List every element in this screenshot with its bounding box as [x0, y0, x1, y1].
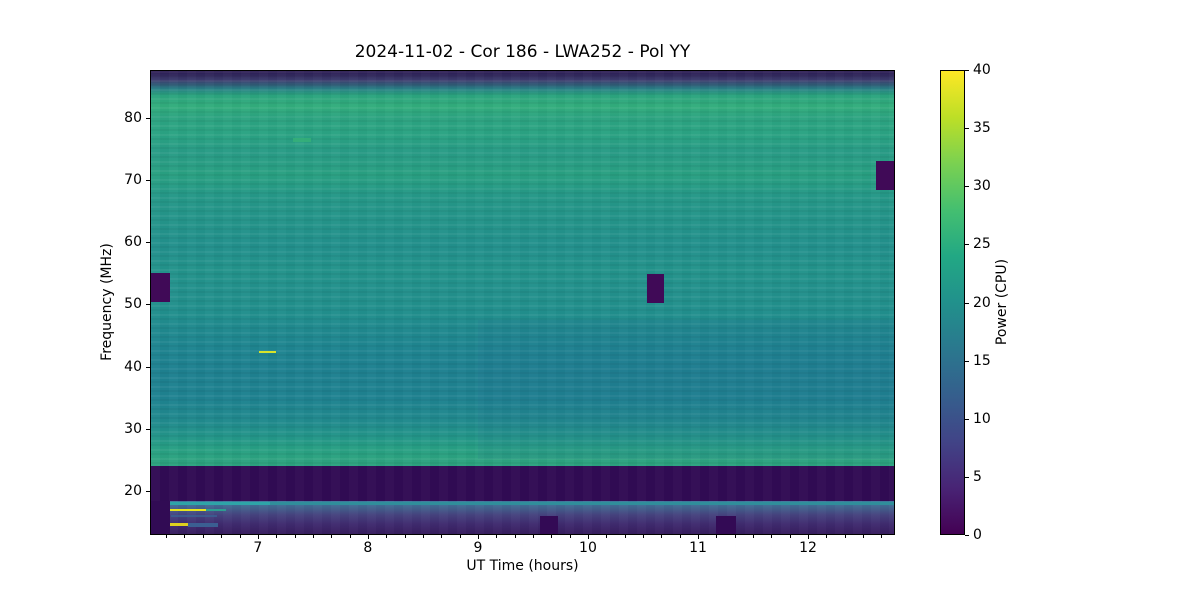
x-major-tick	[587, 535, 589, 539]
x-tick-label: 11	[689, 540, 707, 556]
feature-bright-streak-14mhz-yellow	[169, 523, 189, 526]
feature-blue-segment-14mhz	[188, 522, 218, 527]
x-minor-tick	[349, 535, 351, 538]
x-tick-label: 12	[799, 540, 817, 556]
feature-bright-streak-17mhz-yellow	[169, 508, 206, 512]
colorbar-tick	[965, 476, 969, 478]
colorbar-tick	[965, 360, 969, 362]
y-tick-label: 80	[124, 109, 142, 126]
colorbar-gradient	[941, 71, 964, 534]
x-tick-label: 8	[363, 540, 373, 556]
feature-dropout-bottom-11.3h	[716, 516, 736, 534]
y-tick-label: 60	[124, 234, 142, 251]
colorbar-tick-label: 35	[973, 120, 991, 137]
colorbar-tick-label: 30	[973, 178, 991, 195]
spectrogram-plot-area	[150, 70, 895, 535]
x-minor-tick	[716, 535, 718, 538]
x-minor-tick	[642, 535, 644, 538]
colorbar-tick	[965, 535, 969, 536]
x-minor-tick	[276, 535, 278, 538]
x-minor-tick	[863, 535, 865, 538]
x-minor-tick	[624, 535, 626, 538]
y-tick-label: 20	[124, 482, 142, 499]
colorbar-tick-label: 10	[973, 410, 991, 427]
x-minor-tick	[532, 535, 534, 538]
x-minor-tick	[312, 535, 314, 538]
y-tick-label: 70	[124, 172, 142, 189]
colorbar-tick-label: 20	[973, 294, 991, 311]
spectrogram-frequency-striations	[151, 71, 894, 466]
colorbar-tick-label: 40	[973, 62, 991, 78]
x-minor-tick	[239, 535, 241, 538]
x-minor-tick	[606, 535, 608, 538]
colorbar-label: Power (CPU)	[994, 258, 1010, 346]
colorbar-tick-label: 0	[973, 527, 982, 543]
y-tick-label: 50	[124, 296, 142, 313]
colorbar-tick-label: 5	[973, 468, 982, 485]
x-major-tick	[698, 535, 700, 539]
x-tick-label: 7	[253, 540, 263, 556]
x-major-tick	[477, 535, 479, 539]
colorbar-tick	[965, 244, 969, 246]
feature-cyan-band-18mhz	[169, 501, 894, 506]
feature-blue-segment-16mhz	[170, 514, 217, 518]
colorbar-tick-label: 25	[973, 236, 991, 253]
x-minor-tick	[386, 535, 388, 538]
y-tick-label: 30	[124, 420, 142, 437]
colorbar-tick	[965, 70, 969, 71]
x-minor-tick	[422, 535, 424, 538]
colorbar	[940, 70, 965, 535]
x-minor-tick	[679, 535, 681, 538]
feature-bright-streak-17mhz-teal-tail	[205, 508, 226, 512]
feature-blue-drift-overlay	[478, 319, 894, 460]
x-minor-tick	[441, 535, 443, 538]
y-axis-label: Frequency (MHz)	[99, 243, 115, 361]
colorbar-tick	[965, 128, 969, 130]
x-axis-label: UT Time (hours)	[466, 558, 579, 574]
x-minor-tick	[844, 535, 846, 538]
x-major-tick	[257, 535, 259, 539]
colorbar-tick	[965, 302, 969, 304]
feature-cyan-band-bright-left	[169, 501, 270, 506]
x-minor-tick	[221, 535, 223, 538]
feature-dropout-mid-50-55mhz	[647, 274, 664, 304]
x-tick-label: 9	[473, 540, 483, 556]
x-minor-tick	[551, 535, 553, 538]
plot-title: 2024-11-02 - Cor 186 - LWA252 - Pol YY	[354, 42, 691, 62]
x-minor-tick	[166, 535, 168, 538]
feature-bright-streak-42mhz	[258, 350, 277, 354]
x-minor-tick	[826, 535, 828, 538]
x-minor-tick	[734, 535, 736, 538]
colorbar-tick-label: 15	[973, 352, 991, 369]
feature-dropout-left-51-55mhz	[151, 273, 170, 302]
x-minor-tick	[569, 535, 571, 538]
x-minor-tick	[789, 535, 791, 538]
x-minor-tick	[514, 535, 516, 538]
x-tick-label: 10	[579, 540, 597, 556]
x-minor-tick	[294, 535, 296, 538]
x-minor-tick	[753, 535, 755, 538]
x-minor-tick	[202, 535, 204, 538]
feature-dropout-bottom-9.6h	[539, 516, 559, 534]
colorbar-tick	[965, 418, 969, 420]
colorbar-tick	[965, 186, 969, 188]
y-tick-label: 40	[124, 358, 142, 375]
x-minor-tick	[404, 535, 406, 538]
feature-dropout-bottom-left-column	[151, 501, 170, 534]
x-minor-tick	[661, 535, 663, 538]
x-major-tick	[808, 535, 810, 539]
x-minor-tick	[771, 535, 773, 538]
x-minor-tick	[459, 535, 461, 538]
x-minor-tick	[331, 535, 333, 538]
x-major-tick	[367, 535, 369, 539]
spectrogram-time-bin-striations	[151, 71, 894, 534]
spectrogram-background-gradient	[151, 71, 894, 534]
x-minor-tick	[184, 535, 186, 538]
feature-dropout-right-68-73mhz	[876, 160, 894, 190]
feature-faint-streak-76mhz	[292, 138, 312, 142]
x-minor-tick	[496, 535, 498, 538]
x-minor-tick	[881, 535, 883, 538]
